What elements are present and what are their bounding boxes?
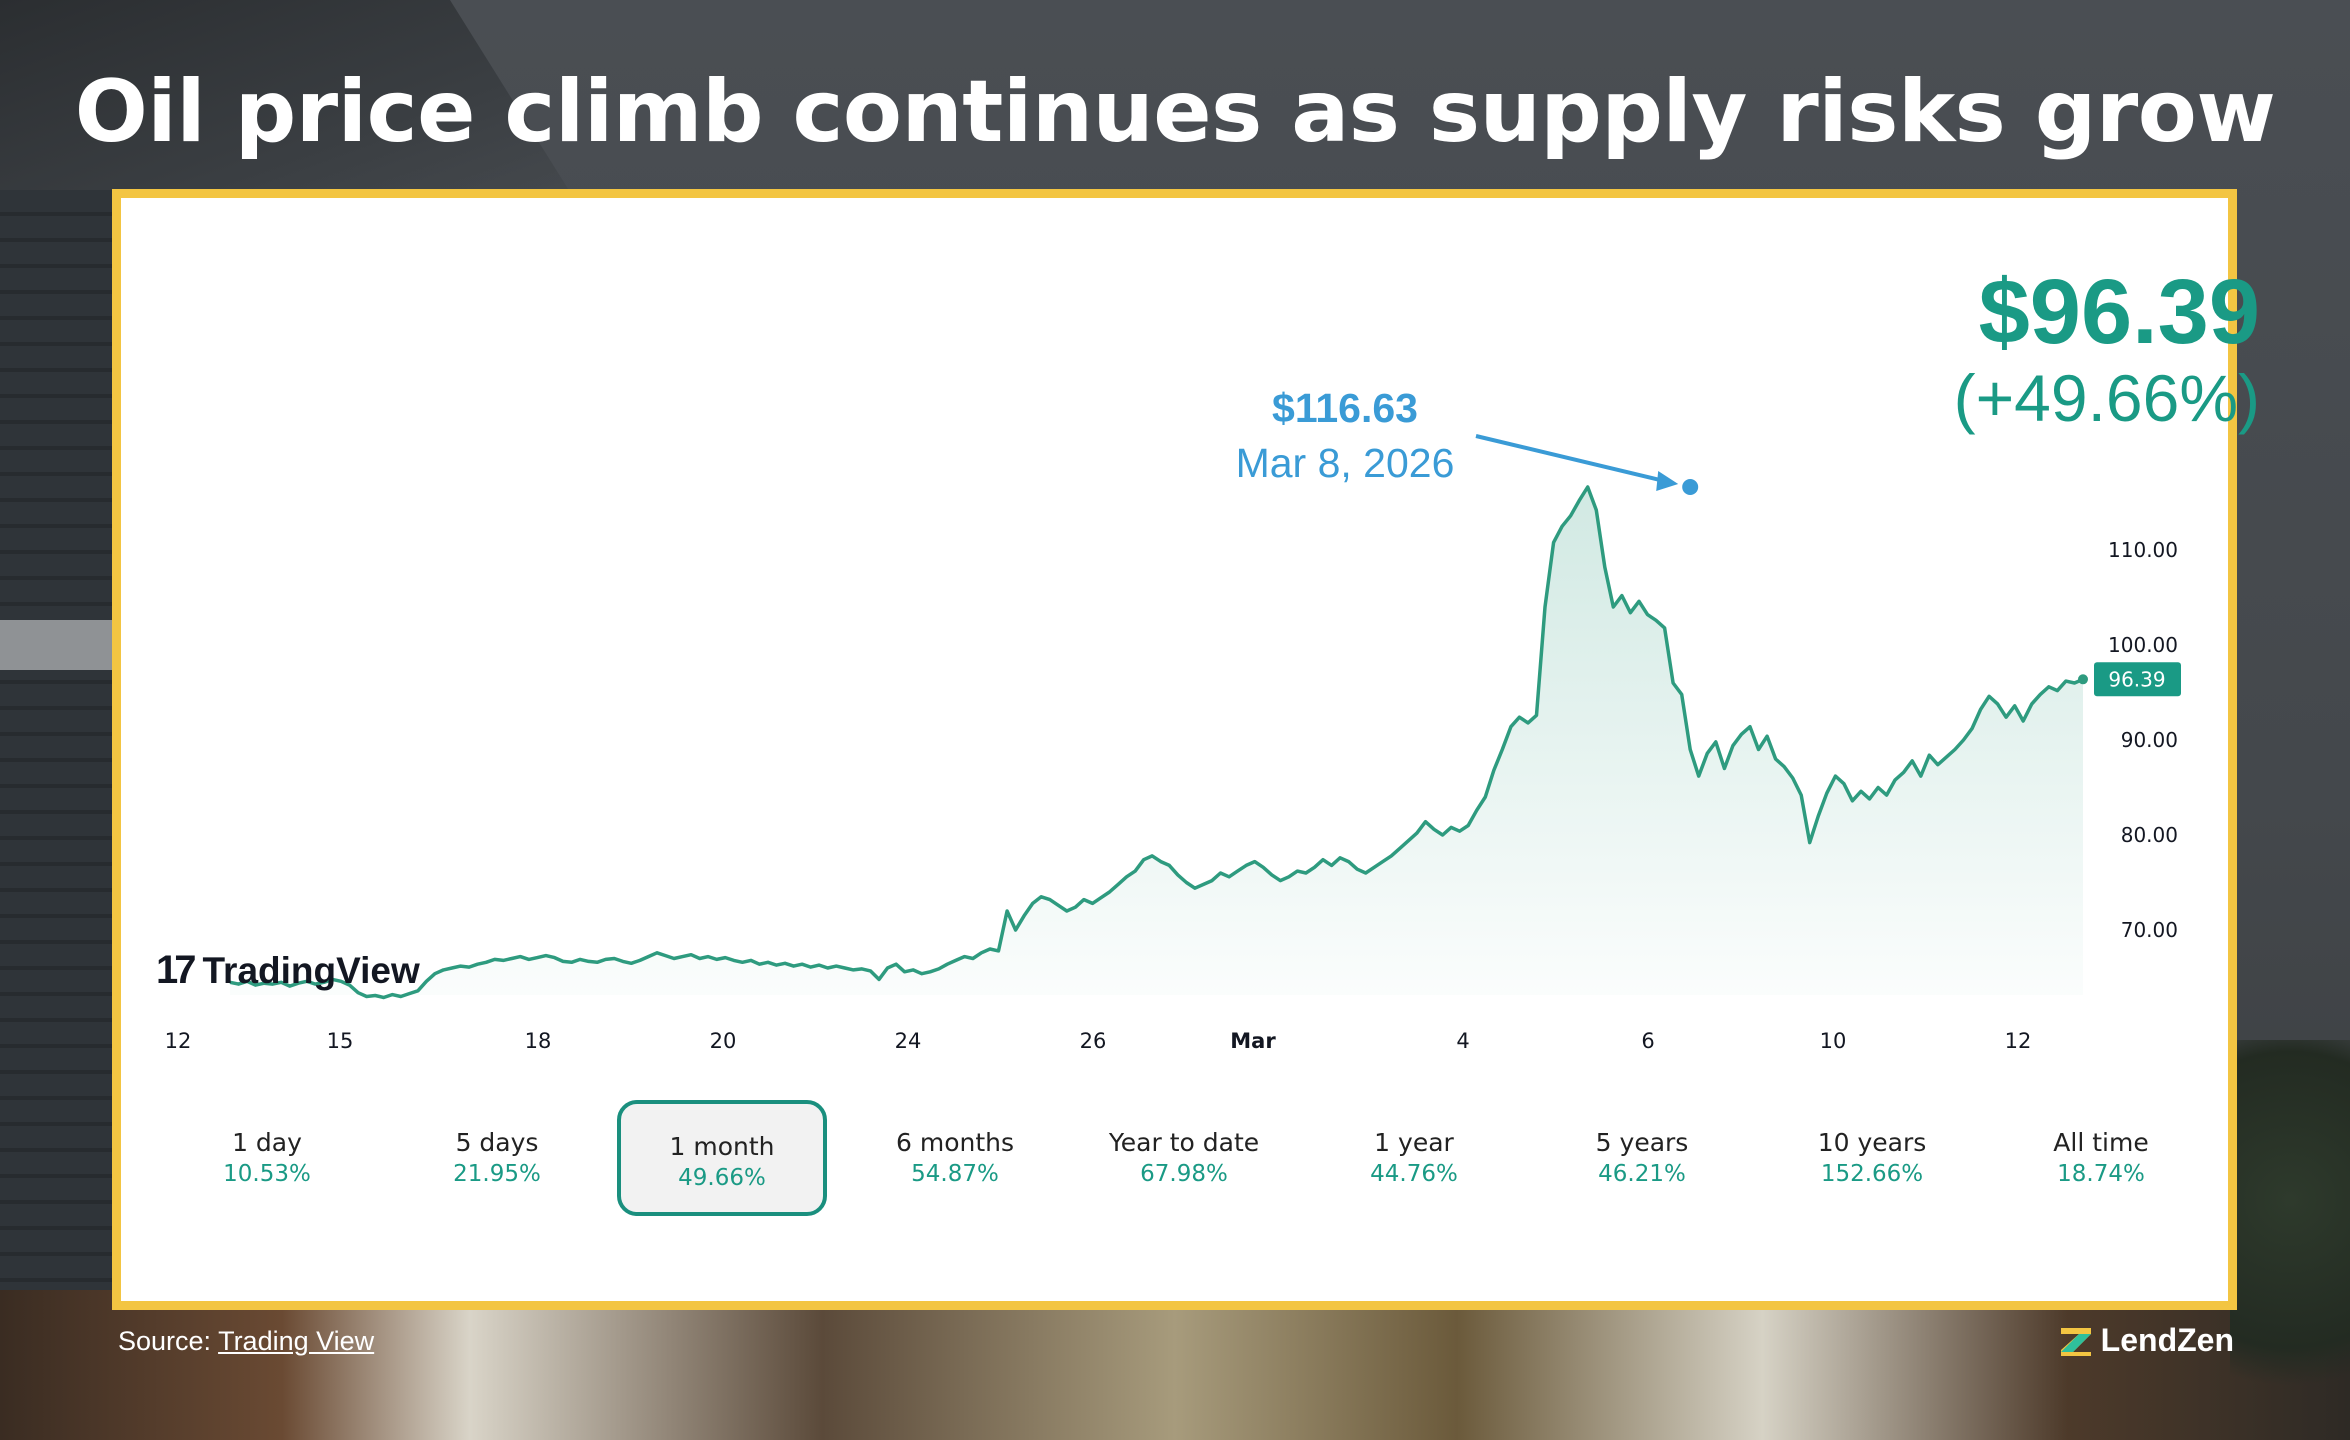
- brand-logo: LendZen: [2059, 1322, 2234, 1359]
- period-option-year-to-date[interactable]: Year to date 67.98%: [1079, 1100, 1289, 1216]
- current-price: $96.39: [1978, 261, 2260, 363]
- peak-value-label: $116.63: [1272, 385, 1418, 431]
- x-tick-label: 4: [1456, 1029, 1469, 1053]
- brand-name: LendZen: [2100, 1322, 2234, 1358]
- last-price-badge: [2094, 662, 2181, 697]
- chart-panel: [112, 189, 2237, 1310]
- period-label: Year to date: [1108, 1128, 1260, 1157]
- x-tick-label: 6: [1641, 1029, 1654, 1053]
- period-option-1-month[interactable]: 1 month 49.66%: [617, 1100, 827, 1216]
- peak-point: [1682, 479, 1699, 496]
- peak-arrow-head: [1656, 471, 1679, 492]
- last-price-badge-label: 96.39: [2108, 667, 2165, 691]
- background-house-wall: [0, 190, 115, 1440]
- period-selector: 1 day 10.53% 5 days 21.95% 1 month 49.66…: [112, 1100, 2237, 1220]
- period-option-5-years[interactable]: 5 years 46.21%: [1537, 1100, 1747, 1216]
- source-credit: Source: Trading View: [118, 1326, 374, 1357]
- period-label: 5 days: [455, 1128, 539, 1157]
- y-tick-label: 70.00: [2121, 918, 2178, 942]
- period-label: 5 years: [1595, 1128, 1689, 1157]
- x-tick-label: 10: [1820, 1029, 1847, 1053]
- period-option-6-months[interactable]: 6 months 54.87%: [850, 1100, 1060, 1216]
- y-tick-label: 90.00: [2121, 728, 2178, 752]
- x-tick-label: 12: [2005, 1029, 2032, 1053]
- peak-date-label: Mar 8, 2026: [1235, 440, 1455, 486]
- background-trees: [2230, 1040, 2350, 1440]
- y-tick-label: 100.00: [2108, 633, 2178, 657]
- lendzen-logo-icon: [2060, 1327, 2091, 1356]
- price-line: [229, 485, 2084, 1000]
- period-option-1-day[interactable]: 1 day 10.53%: [162, 1100, 372, 1216]
- period-label: 1 month: [669, 1132, 775, 1161]
- period-change: 18.74%: [2057, 1161, 2145, 1187]
- period-change: 54.87%: [911, 1161, 999, 1187]
- peak-arrow-shaft: [1475, 434, 1665, 483]
- tradingview-logo-text: TradingView: [202, 949, 420, 991]
- x-tick-label: 26: [1080, 1029, 1107, 1053]
- period-label: 6 months: [895, 1128, 1015, 1157]
- y-tick-label: 110.00: [2108, 538, 2178, 562]
- period-label: 10 years: [1817, 1128, 1927, 1157]
- period-label: 1 day: [232, 1128, 302, 1157]
- period-option-5-days[interactable]: 5 days 21.95%: [392, 1100, 602, 1216]
- period-change: 44.76%: [1370, 1161, 1458, 1187]
- period-change: 67.98%: [1140, 1161, 1228, 1187]
- period-change: 21.95%: [453, 1161, 541, 1187]
- y-tick-label: 80.00: [2121, 823, 2178, 847]
- x-tick-label: 24: [895, 1029, 922, 1053]
- background-house-trim: [0, 620, 115, 670]
- period-label: All time: [2053, 1128, 2149, 1157]
- period-option-all-time[interactable]: All time 18.74%: [1996, 1100, 2206, 1216]
- tradingview-logo-icon: 17: [156, 948, 196, 992]
- source-label: Source:: [118, 1326, 212, 1356]
- x-tick-label: 15: [327, 1029, 354, 1053]
- background-houses: [0, 1290, 2350, 1440]
- x-tick-label: 18: [525, 1029, 552, 1053]
- x-tick-label: 12: [165, 1029, 192, 1053]
- period-option-10-years[interactable]: 10 years 152.66%: [1767, 1100, 1977, 1216]
- period-option-1-year[interactable]: 1 year 44.76%: [1309, 1100, 1519, 1216]
- period-change: 46.21%: [1598, 1161, 1686, 1187]
- current-change: (+49.66%): [1953, 361, 2260, 435]
- price-area-fill: [230, 487, 2083, 998]
- period-change: 49.66%: [678, 1165, 766, 1191]
- page-title: Oil price climb continues as supply risk…: [74, 62, 2276, 162]
- period-change: 152.66%: [1820, 1161, 1924, 1187]
- last-price-point: [2078, 674, 2088, 685]
- period-change: 10.53%: [223, 1161, 311, 1187]
- x-tick-label: Mar: [1230, 1029, 1276, 1053]
- tradingview-logo: 17 TradingView: [156, 948, 420, 993]
- source-link[interactable]: Trading View: [218, 1326, 375, 1356]
- period-label: 1 year: [1374, 1128, 1454, 1157]
- x-tick-label: 20: [710, 1029, 737, 1053]
